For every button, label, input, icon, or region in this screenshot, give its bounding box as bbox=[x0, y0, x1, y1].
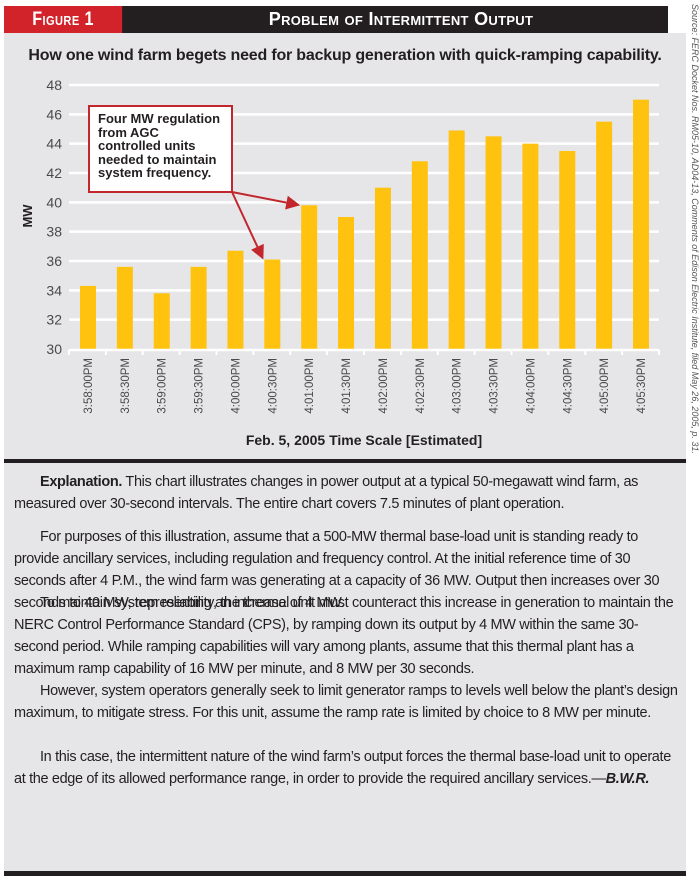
author-signature: B.W.R. bbox=[605, 771, 650, 787]
x-tick-label: 4:05:30PM bbox=[636, 358, 648, 414]
x-tick-label: 3:58:30PM bbox=[120, 358, 132, 414]
source-note: Source: FERC Docket Nos. RM05-10, AD04-1… bbox=[690, 4, 700, 454]
annotation-arrows bbox=[231, 191, 301, 260]
bar bbox=[633, 99, 649, 350]
explanation-lead: Explanation. bbox=[40, 474, 123, 490]
y-tick-label: 40 bbox=[46, 194, 62, 210]
bar bbox=[116, 266, 133, 349]
x-axis-label: Feb. 5, 2005 Time Scale [Estimated] bbox=[246, 432, 482, 448]
y-tick-label: 42 bbox=[46, 165, 62, 181]
x-tick-label: 3:59:30PM bbox=[194, 358, 206, 414]
bar bbox=[190, 266, 207, 349]
y-tick-label: 38 bbox=[46, 224, 62, 240]
bar bbox=[559, 151, 576, 349]
figure-label: Figure 1 bbox=[4, 6, 123, 33]
annotation-arrow-line bbox=[231, 191, 259, 248]
bar bbox=[227, 250, 244, 349]
bar bbox=[153, 293, 170, 349]
x-tick-label: 4:04:30PM bbox=[562, 358, 574, 414]
figure-header: Figure 1 Problem of Intermittent Output bbox=[4, 6, 668, 33]
x-tick-label: 4:04:00PM bbox=[525, 358, 537, 414]
annotation-arrowhead bbox=[251, 243, 264, 260]
annotation-arrow-line bbox=[231, 191, 287, 204]
bars bbox=[80, 99, 649, 350]
explanation-panel: Explanation. This chart illustrates chan… bbox=[4, 463, 686, 871]
x-axis-tick-labels: 3:58:00PM 3:58:30PM 3:59:00PM 3:59:30PM 4:00… bbox=[83, 358, 648, 414]
explanation-paragraph-4: However, system operators generally seek… bbox=[14, 683, 678, 721]
y-tick-label: 48 bbox=[46, 77, 62, 93]
divider-bottom bbox=[4, 871, 686, 876]
y-tick-label: 36 bbox=[46, 253, 62, 269]
bar bbox=[338, 217, 355, 349]
explanation-paragraph-3: To maintain system reliability, the ther… bbox=[14, 595, 674, 677]
bar bbox=[522, 143, 539, 349]
explanation-paragraph-5: In this case, the intermittent nature of… bbox=[14, 746, 682, 790]
bar bbox=[301, 205, 318, 349]
x-tick-label: 4:01:00PM bbox=[304, 358, 316, 414]
x-tick-label: 4:03:00PM bbox=[452, 358, 464, 414]
bar bbox=[374, 187, 391, 349]
x-tick-label: 3:58:00PM bbox=[83, 358, 95, 414]
x-tick-label: 4:03:30PM bbox=[489, 358, 501, 414]
x-tick-label: 4:02:00PM bbox=[378, 358, 390, 414]
annotation-arrowhead bbox=[285, 195, 301, 210]
y-tick-label: 44 bbox=[46, 136, 62, 152]
bar bbox=[411, 161, 428, 349]
chart-panel: How one wind farm begets need for backup… bbox=[4, 33, 686, 459]
y-tick-label: 34 bbox=[46, 282, 62, 298]
explanation-paragraph-1: Explanation. This chart illustrates chan… bbox=[14, 471, 682, 515]
bar bbox=[264, 259, 281, 349]
divider-top bbox=[4, 459, 686, 463]
x-tick-label: 4:05:00PM bbox=[599, 358, 611, 414]
explanation-paragraph-2: For purposes of this illustration, assum… bbox=[14, 529, 660, 611]
y-axis-label: MW bbox=[20, 204, 35, 228]
chart-title: How one wind farm begets need for backup… bbox=[28, 47, 662, 64]
y-axis-ticks: 30 32 34 36 38 40 42 44 46 48 bbox=[46, 77, 62, 357]
bar bbox=[448, 130, 465, 349]
x-tick-label: 4:00:30PM bbox=[267, 358, 279, 414]
x-tick-label: 4:00:00PM bbox=[230, 358, 242, 414]
x-tick-label: 3:59:00PM bbox=[157, 358, 169, 414]
x-tick-label: 4:01:30PM bbox=[341, 358, 353, 414]
bar bbox=[485, 136, 502, 349]
bar bbox=[596, 121, 613, 350]
annotation-box: Four MW regulation from AGC controlled u… bbox=[88, 105, 233, 193]
explanation-text-5: In this case, the intermittent nature of… bbox=[14, 749, 671, 787]
y-tick-label: 46 bbox=[46, 106, 62, 122]
y-tick-label: 30 bbox=[46, 341, 62, 357]
figure-title: Problem of Intermittent Output bbox=[268, 9, 534, 29]
bar bbox=[80, 285, 96, 349]
x-axis bbox=[68, 348, 660, 355]
x-tick-label: 4:02:30PM bbox=[415, 358, 427, 414]
y-tick-label: 32 bbox=[46, 312, 62, 328]
explanation-text-1: This chart illustrates changes in power … bbox=[14, 474, 639, 512]
